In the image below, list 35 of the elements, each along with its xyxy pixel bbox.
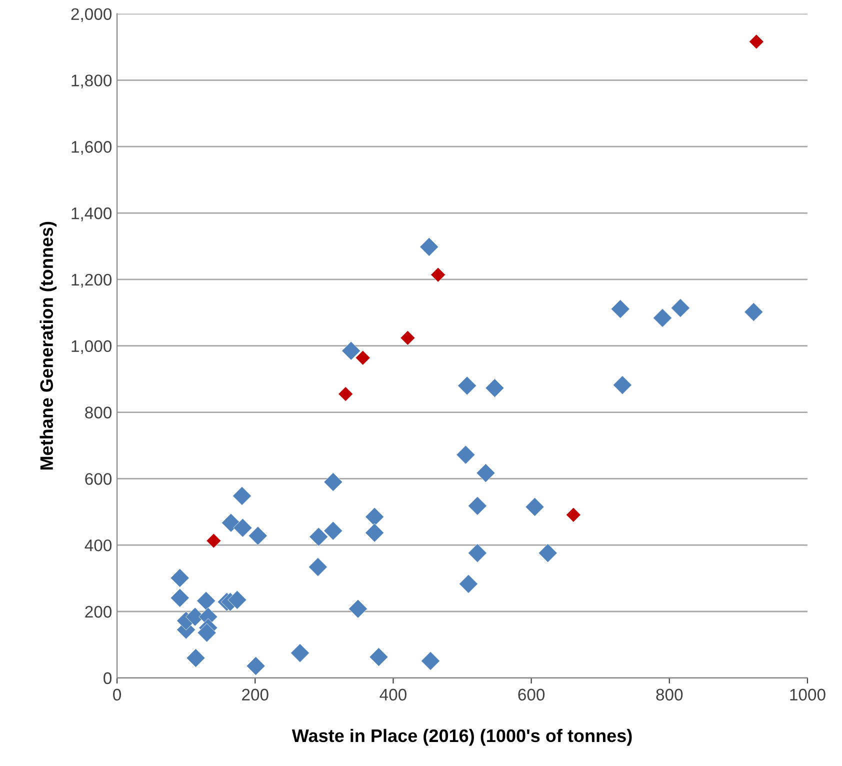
x-tick-label: 800 xyxy=(656,688,683,701)
x-tick-label: 0 xyxy=(113,688,122,701)
y-tick-label: 800 xyxy=(85,406,112,418)
x-tick-label: 600 xyxy=(518,688,545,701)
y-tick-label: 2,000 xyxy=(71,8,112,22)
point xyxy=(400,330,416,346)
y-tick-label: 1,400 xyxy=(72,207,112,222)
point xyxy=(170,568,190,588)
x-tick-label: 1000 xyxy=(790,688,826,701)
point xyxy=(186,648,206,668)
point xyxy=(610,299,630,319)
y-tick-label: 1,200 xyxy=(72,274,112,288)
point xyxy=(206,533,222,548)
point xyxy=(538,544,558,563)
x-axis-title: Waste in Place (2016) (1000's of tonnes) xyxy=(292,728,632,746)
y-tick-label: 0 xyxy=(104,672,112,684)
y-axis-title: Methane Generation (tonnes) xyxy=(40,222,57,470)
y-tick-label: 1,000 xyxy=(72,340,112,354)
x-tick-label: 400 xyxy=(380,688,406,701)
point xyxy=(348,599,368,618)
point xyxy=(485,378,504,398)
point xyxy=(324,472,343,492)
y-tick-label: 200 xyxy=(85,606,112,618)
x-tick-label: 200 xyxy=(242,688,268,701)
point xyxy=(468,544,487,563)
point xyxy=(420,651,440,670)
y-tick-label: 600 xyxy=(85,473,112,485)
y-tick-label: 1,800 xyxy=(72,74,112,88)
point xyxy=(476,464,496,483)
point xyxy=(309,527,328,546)
point xyxy=(290,643,310,663)
y-tick-label: 400 xyxy=(84,539,112,552)
point xyxy=(170,588,190,608)
y-tick-label: 1,600 xyxy=(72,141,112,155)
point xyxy=(365,523,384,542)
